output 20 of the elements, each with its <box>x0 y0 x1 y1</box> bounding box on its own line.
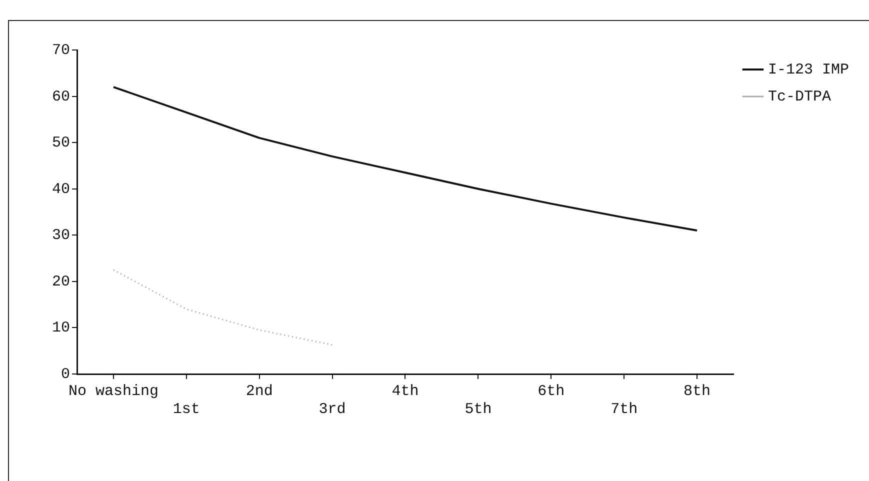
y-tick-label: 0 <box>60 366 70 383</box>
y-tick-label: 40 <box>52 180 70 198</box>
y-tick-label: 30 <box>52 227 70 244</box>
legend-label: Tc-DTPA <box>768 88 831 106</box>
legend-label: I-123 IMP <box>768 61 849 78</box>
y-tick-label: 20 <box>52 273 70 290</box>
line-series <box>112 269 334 346</box>
y-tick-label: 10 <box>52 320 70 337</box>
y-tick-label: 60 <box>52 88 70 106</box>
x-tick-label: 5th <box>464 400 492 418</box>
x-tick-label: 3rd <box>318 400 346 418</box>
x-tick-label: 4th <box>392 382 419 400</box>
x-tick-label: 6th <box>538 382 565 400</box>
x-tick-label: 1st <box>172 400 200 418</box>
x-tick-label: 7th <box>610 400 638 418</box>
x-tick-label: No washing <box>68 382 158 400</box>
y-tick-label: 70 <box>52 42 70 59</box>
x-tick-label: 8th <box>684 382 711 400</box>
x-tick-label: 2nd <box>246 382 273 400</box>
y-tick-label: 50 <box>52 134 70 152</box>
